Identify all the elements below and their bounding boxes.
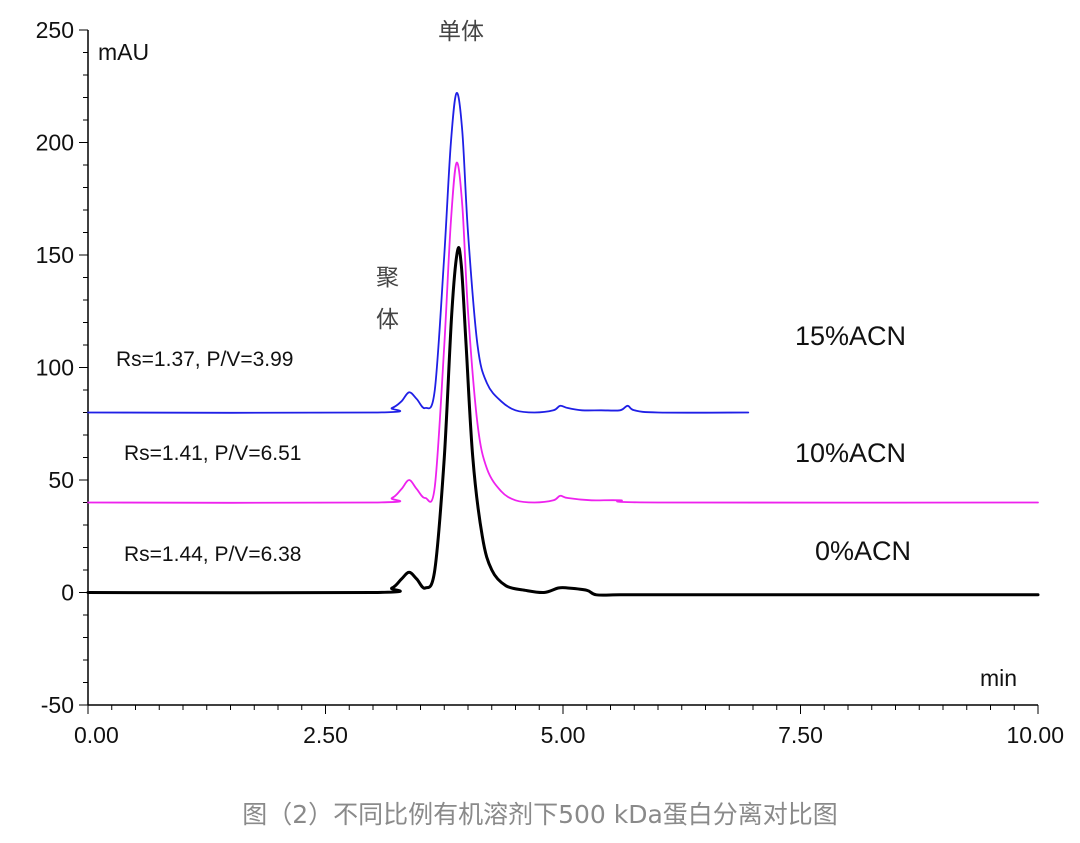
y-tick-label: 200 (36, 130, 74, 156)
series-line-10pct-acn (87, 161, 1039, 504)
y-tick-label: 100 (36, 355, 74, 381)
y-tick-label: 150 (36, 242, 74, 268)
series-line-0pct-acn (86, 246, 1040, 597)
series-line-15pct-acn (87, 92, 750, 414)
annotation-aggregate-line1: 聚 (376, 265, 399, 291)
axes (79, 29, 1039, 714)
series-name-0acn: 0%ACN (815, 536, 911, 566)
y-tick-label: 0 (61, 580, 74, 606)
y-tick-labels: 250 200 150 100 50 0 -50 (36, 17, 74, 718)
series-lines (86, 92, 1040, 597)
y-axis-label: mAU (98, 39, 149, 65)
x-tick-label: 2.50 (303, 722, 348, 748)
annotation-monomer: 单体 (438, 19, 484, 45)
figure-caption: 图（2）不同比例有机溶剂下500 kDa蛋白分离对比图 (242, 800, 838, 829)
series-name-10acn: 10%ACN (795, 438, 906, 468)
y-tick-label: 250 (36, 17, 74, 43)
x-axis-label: min (980, 665, 1017, 691)
resolution-label-15acn: Rs=1.37, P/V=3.99 (116, 348, 293, 371)
resolution-label-0acn: Rs=1.44, P/V=6.38 (124, 543, 301, 566)
x-tick-label: 10.00 (1006, 722, 1064, 748)
x-tick-label: 5.00 (541, 722, 586, 748)
series-name-15acn: 15%ACN (795, 321, 906, 351)
x-tick-labels: 0.00 2.50 5.00 7.50 10.00 (74, 722, 1064, 748)
x-tick-label: 0.00 (74, 722, 119, 748)
y-tick-label: -50 (41, 692, 74, 718)
annotation-aggregate-line2: 体 (376, 307, 399, 333)
chromatogram-chart: 250 200 150 100 50 0 -50 0.00 2.50 5.00 7.50 10.00… (36, 17, 1064, 748)
resolution-label-10acn: Rs=1.41, P/V=6.51 (124, 442, 301, 465)
x-tick-label: 7.50 (778, 722, 823, 748)
y-tick-label: 50 (48, 467, 74, 493)
